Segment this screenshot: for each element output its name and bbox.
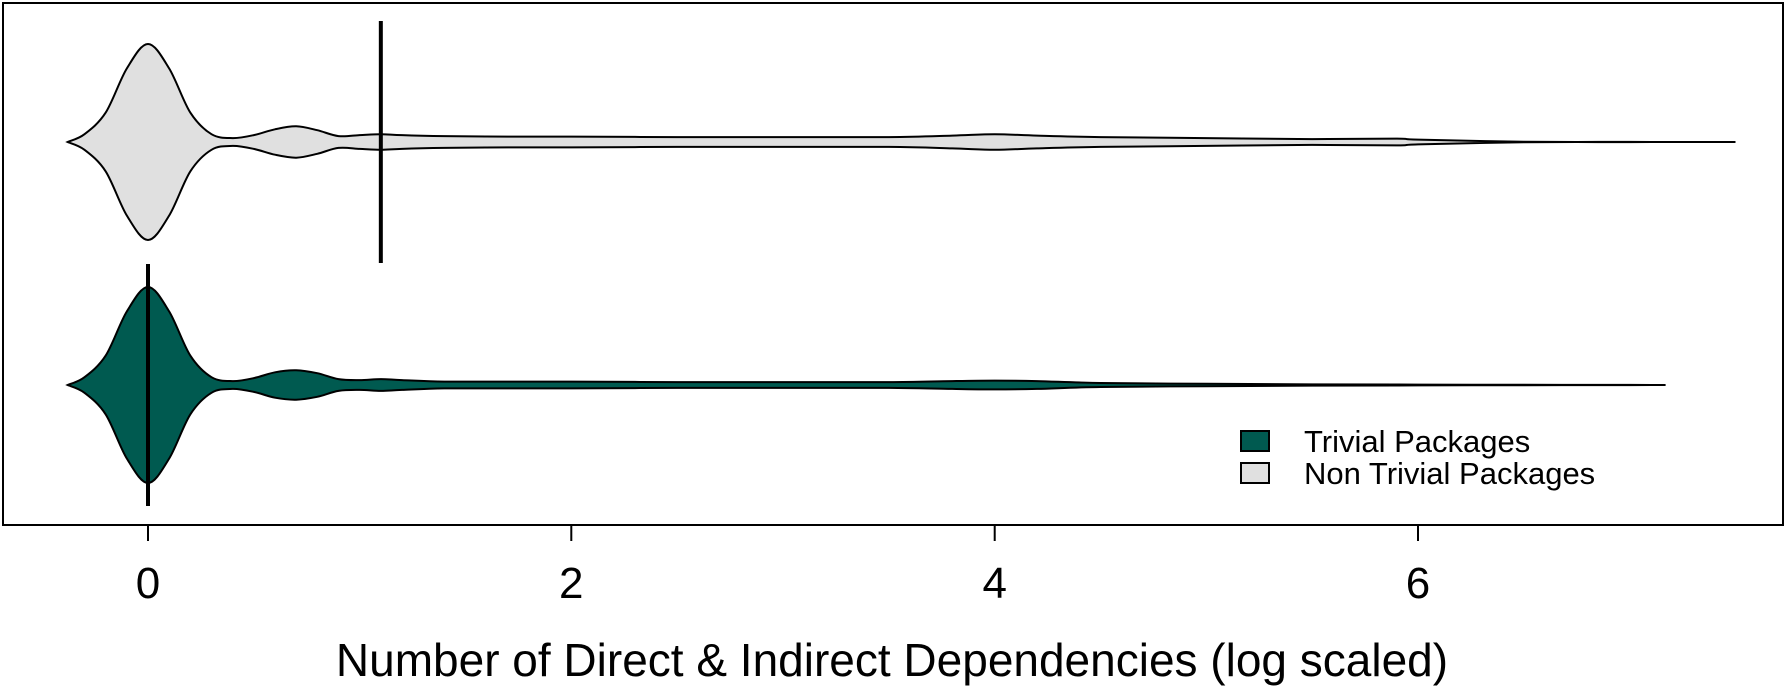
- violin-trivial-packages: [65, 285, 1666, 485]
- x-axis: 0 2 4 6 Number of Direct & Indirect Depe…: [136, 524, 1448, 686]
- legend-swatch-non-trivial-packages: [1240, 462, 1270, 484]
- x-tick-label-0: 0: [136, 559, 160, 608]
- violins: [65, 21, 1736, 506]
- violin-non-trivial-packages: [65, 42, 1736, 242]
- legend-label-non-trivial-packages: Non Trivial Packages: [1304, 456, 1595, 491]
- legend-swatch-trivial-packages: [1240, 430, 1270, 452]
- x-tick-label-6: 6: [1406, 559, 1430, 608]
- legend: Trivial Packages Non Trivial Packages: [1240, 424, 1595, 491]
- x-tick-label-2: 2: [559, 559, 583, 608]
- x-tick-label-4: 4: [982, 559, 1006, 608]
- x-axis-title: Number of Direct & Indirect Dependencies…: [336, 634, 1448, 686]
- legend-label-trivial-packages: Trivial Packages: [1304, 424, 1530, 459]
